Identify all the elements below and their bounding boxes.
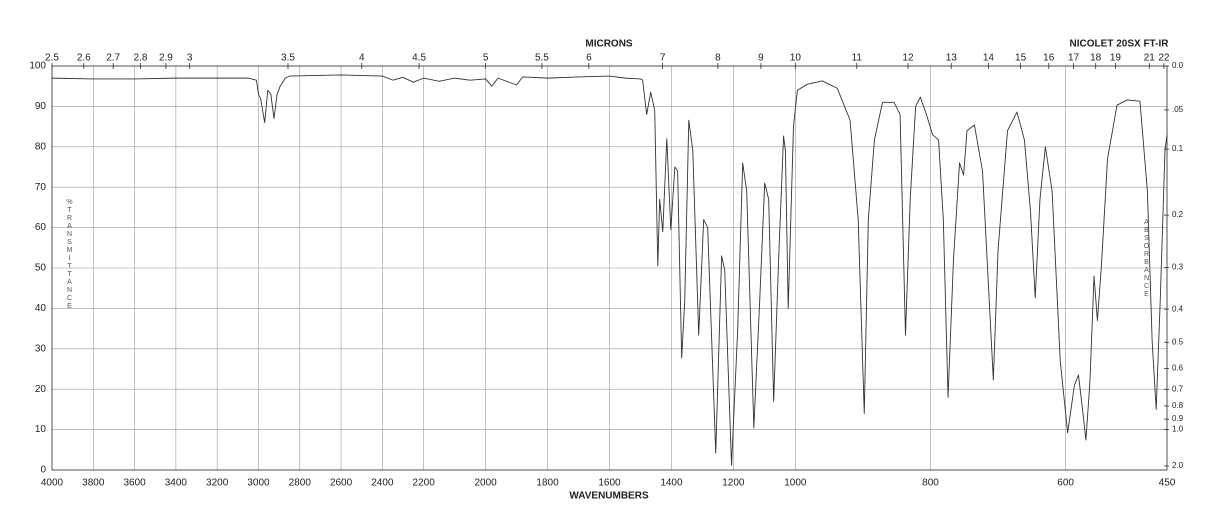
x2-tick-label: 5 — [483, 53, 489, 64]
x2-tick-label: 6 — [586, 53, 592, 64]
x-tick-label: 1000 — [784, 478, 807, 489]
y-tick-label: 40 — [35, 303, 47, 314]
x-tick-label: 600 — [1057, 478, 1074, 489]
x2-tick-label: 17 — [1068, 53, 1080, 64]
x2-tick-label: 4.5 — [412, 53, 426, 64]
y2-axis-title: ABSORBANCE — [1143, 219, 1150, 299]
x2-tick-label: 8 — [715, 53, 721, 64]
x-tick-label: 3800 — [82, 478, 105, 489]
x-tick-label: 1400 — [660, 478, 683, 489]
y2-tick-label: 0.6 — [1172, 364, 1184, 373]
x-tick-label: 3600 — [123, 478, 146, 489]
y2-tick-label: .05 — [1172, 105, 1184, 114]
x2-tick-label: 2.6 — [77, 53, 91, 64]
x-tick-label: 2800 — [289, 478, 312, 489]
x2-tick-label: 2.9 — [159, 53, 173, 64]
y-tick-label: 70 — [35, 182, 47, 193]
x2-tick-label: 2.7 — [106, 53, 120, 64]
x-axis-title: WAVENUMBERS — [569, 491, 649, 502]
x2-axis-title: MICRONS — [585, 39, 633, 50]
chart-title: NICOLET 20SX FT-IR — [1070, 39, 1170, 50]
y-tick-label: 0 — [40, 465, 46, 476]
x2-tick-label: 15 — [1015, 53, 1027, 64]
y-tick-label: 100 — [29, 61, 46, 72]
x2-tick-label: 19 — [1110, 53, 1122, 64]
spectrum-line — [51, 74, 1168, 466]
x2-tick-label: 2.5 — [45, 53, 59, 64]
y-tick-label: 80 — [35, 141, 47, 152]
x2-tick-label: 12 — [902, 53, 914, 64]
y2-tick-label: 0.2 — [1172, 210, 1184, 219]
x2-tick-label: 2.8 — [134, 53, 148, 64]
y-tick-label: 10 — [35, 424, 47, 435]
y-tick-label: 60 — [35, 222, 47, 233]
x2-tick-label: 21 — [1144, 53, 1156, 64]
x-tick-label: 2600 — [330, 478, 353, 489]
x2-tick-label: 14 — [983, 53, 995, 64]
x-tick-label: 3400 — [165, 478, 188, 489]
y-tick-label: 90 — [35, 101, 47, 112]
y2-tick-label: 0.5 — [1172, 337, 1184, 346]
x2-tick-label: 3 — [187, 53, 193, 64]
y-tick-label: 20 — [35, 384, 47, 395]
y2-tick-label: 0.0 — [1172, 61, 1184, 70]
x2-tick-label: 7 — [660, 53, 666, 64]
x-tick-label: 1200 — [722, 478, 745, 489]
x2-tick-label: 13 — [946, 53, 958, 64]
y2-tick-label: 0.8 — [1172, 401, 1184, 410]
x2-tick-label: 4 — [359, 53, 365, 64]
y2-tick-label: 0.1 — [1172, 144, 1184, 153]
x2-tick-label: 22 — [1158, 53, 1170, 64]
y2-tick-label: 0.4 — [1172, 304, 1184, 313]
x2-tick-label: 10 — [790, 53, 802, 64]
x-tick-label: 3000 — [247, 478, 270, 489]
y2-tick-label: 2.0 — [1172, 461, 1184, 470]
x-tick-label: 4000 — [41, 478, 64, 489]
y2-tick-label: 0.9 — [1172, 414, 1184, 423]
y2-tick-label: 0.3 — [1172, 263, 1184, 272]
x-tick-label: 2400 — [371, 478, 394, 489]
x2-tick-label: 5.5 — [535, 53, 549, 64]
y2-tick-label: 0.7 — [1172, 385, 1184, 394]
x-tick-label: 800 — [922, 478, 939, 489]
x-tick-label: 2200 — [413, 478, 436, 489]
y-tick-label: 30 — [35, 343, 47, 354]
x-tick-label: 1800 — [536, 478, 559, 489]
x2-tick-label: 18 — [1090, 53, 1102, 64]
y-axis-title: %TRANSMITTANCE — [66, 199, 73, 311]
x2-tick-label: 9 — [758, 53, 764, 64]
x-tick-label: 3200 — [206, 478, 229, 489]
y-tick-label: 50 — [35, 263, 47, 274]
x2-tick-label: 16 — [1043, 53, 1055, 64]
x-tick-label: 2000 — [474, 478, 497, 489]
plot-frame — [51, 65, 1168, 471]
y2-tick-label: 1.0 — [1172, 425, 1184, 434]
x-tick-label: 450 — [1159, 478, 1176, 489]
x-tick-label: 1600 — [598, 478, 621, 489]
x2-tick-label: 3.5 — [281, 53, 295, 64]
x2-tick-label: 11 — [852, 53, 863, 64]
